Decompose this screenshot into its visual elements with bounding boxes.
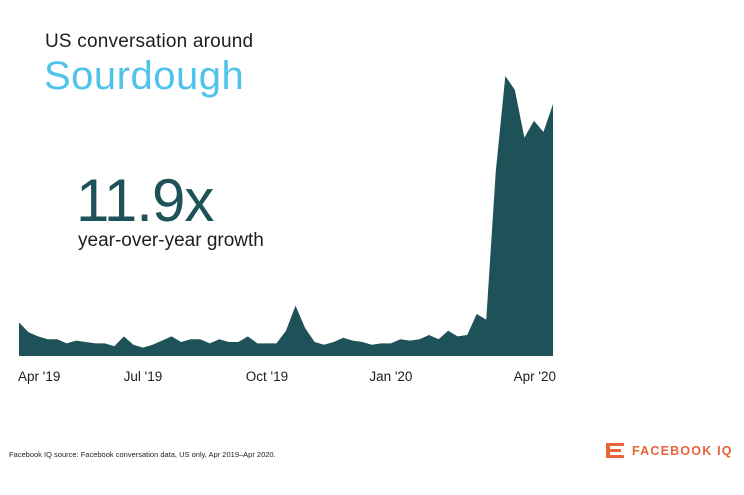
brand-name: FACEBOOK IQ (632, 444, 733, 458)
x-tick-label: Jul '19 (124, 369, 163, 384)
x-tick-label: Oct '19 (246, 369, 288, 384)
source-footnote: Facebook IQ source: Facebook conversatio… (9, 450, 276, 459)
x-tick-label: Apr '20 (514, 369, 556, 384)
x-tick-label: Jan '20 (369, 369, 412, 384)
growth-stat-caption: year-over-year growth (78, 230, 264, 251)
x-tick-label: Apr '19 (18, 369, 60, 384)
facebook-iq-logo: FACEBOOK IQ (604, 440, 733, 462)
chart-title: Sourdough (44, 54, 245, 98)
chart-subtitle: US conversation around (45, 31, 254, 52)
growth-stat-value: 11.9x (76, 167, 214, 234)
series-area-sourdough (19, 76, 553, 356)
facebook-iq-icon (606, 443, 624, 458)
